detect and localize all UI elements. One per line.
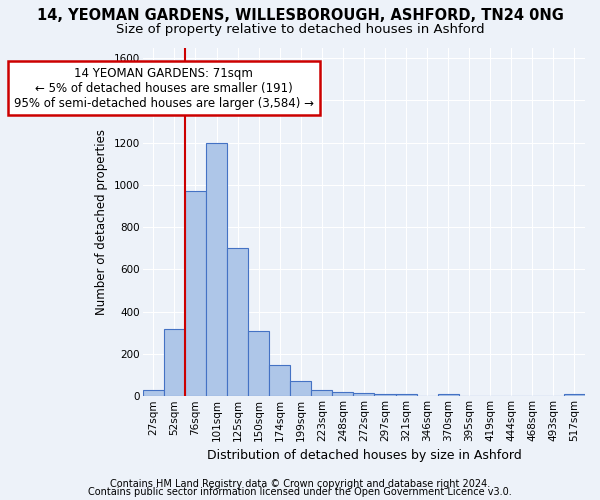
Bar	[185, 191, 206, 396]
Bar	[290, 382, 311, 396]
Bar	[564, 394, 585, 396]
Bar	[269, 364, 290, 396]
Bar	[143, 390, 164, 396]
Bar	[311, 390, 332, 396]
Y-axis label: Number of detached properties: Number of detached properties	[95, 129, 108, 315]
Bar	[227, 248, 248, 396]
Bar	[248, 330, 269, 396]
Text: Contains HM Land Registry data © Crown copyright and database right 2024.: Contains HM Land Registry data © Crown c…	[110, 479, 490, 489]
Bar	[164, 328, 185, 396]
X-axis label: Distribution of detached houses by size in Ashford: Distribution of detached houses by size …	[206, 450, 521, 462]
Text: 14 YEOMAN GARDENS: 71sqm
← 5% of detached houses are smaller (191)
95% of semi-d: 14 YEOMAN GARDENS: 71sqm ← 5% of detache…	[14, 66, 314, 110]
Bar	[206, 142, 227, 396]
Text: Size of property relative to detached houses in Ashford: Size of property relative to detached ho…	[116, 22, 484, 36]
Bar	[437, 394, 458, 396]
Text: 14, YEOMAN GARDENS, WILLESBOROUGH, ASHFORD, TN24 0NG: 14, YEOMAN GARDENS, WILLESBOROUGH, ASHFO…	[37, 8, 563, 22]
Bar	[395, 394, 416, 396]
Bar	[374, 394, 395, 396]
Text: Contains public sector information licensed under the Open Government Licence v3: Contains public sector information licen…	[88, 487, 512, 497]
Bar	[332, 392, 353, 396]
Bar	[353, 393, 374, 396]
